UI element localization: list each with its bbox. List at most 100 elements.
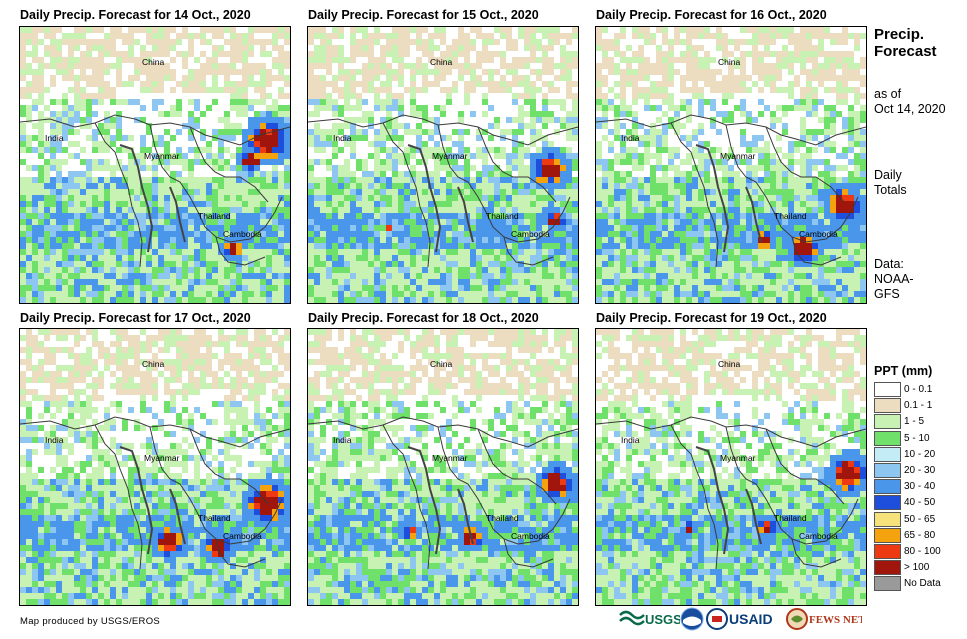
panel-title-1: Daily Precip. Forecast for 14 Oct., 2020 [20, 8, 251, 22]
map-label-india: India [621, 435, 640, 445]
map-label-china: China [142, 359, 165, 369]
map-label-myanmar: Myanmar [720, 453, 756, 463]
map-credit: Map produced by USGS/EROS [20, 616, 161, 627]
legend-swatch [874, 463, 901, 478]
legend-swatch [874, 495, 901, 511]
legend-label: 40 - 50 [904, 497, 936, 509]
map-label-cambodia: Cambodia [511, 531, 550, 541]
fewsnet-globe-icon: FEWS NET [786, 608, 866, 630]
daily-totals-note: Daily Totals [874, 168, 907, 198]
map-label-myanmar: Myanmar [720, 151, 756, 161]
legend-label: 1 - 5 [904, 416, 925, 428]
usgs-logo-text: USGS [645, 612, 680, 627]
legend-label: No Data [904, 578, 941, 590]
legend-swatch [874, 382, 901, 397]
map-label-india: India [333, 133, 352, 143]
legend-label: 65 - 80 [904, 529, 936, 541]
legend-label: 30 - 40 [904, 481, 936, 493]
legend-title: PPT (mm) [874, 364, 933, 378]
panel-title-6: Daily Precip. Forecast for 19 Oct., 2020 [596, 311, 827, 325]
forecast-map-oct16: China India Myanmar Thailand Cambodia [595, 26, 867, 304]
map-label-thailand: Thailand [198, 211, 231, 221]
forecast-map-oct15: China India Myanmar Thailand Cambodia [307, 26, 579, 304]
map-canvas [20, 27, 290, 303]
map-label-india: India [621, 133, 640, 143]
fewsnet-logo-text: FEWS NET [809, 614, 862, 626]
data-source-note: Data: NOAA- GFS [874, 257, 914, 302]
map-label-india: India [333, 435, 352, 445]
legend-swatch [874, 414, 901, 430]
map-label-china: China [718, 359, 741, 369]
map-canvas [20, 329, 290, 605]
legend-swatch [874, 398, 901, 414]
map-label-cambodia: Cambodia [223, 531, 262, 541]
legend-label: 20 - 30 [904, 465, 936, 476]
map-label-cambodia: Cambodia [799, 531, 838, 541]
legend-swatch [874, 446, 901, 462]
totals-line1: Daily [874, 168, 902, 182]
legend-swatch [874, 479, 901, 495]
map-canvas [308, 27, 578, 303]
sidebar-title-line1: Precip. [874, 26, 925, 43]
forecast-map-oct19: China India Myanmar Thailand Cambodia [595, 328, 867, 606]
as-of-date: as of Oct 14, 2020 [874, 87, 946, 117]
legend-label: 0.1 - 1 [904, 400, 933, 412]
map-canvas [596, 27, 866, 303]
legend-label: 50 - 65 [904, 513, 936, 525]
map-label-cambodia: Cambodia [511, 229, 550, 239]
map-canvas [308, 329, 578, 605]
map-label-thailand: Thailand [774, 513, 807, 523]
map-label-thailand: Thailand [774, 211, 807, 221]
noaa-logo [680, 607, 704, 633]
map-label-myanmar: Myanmar [432, 453, 468, 463]
forecast-map-oct14: China India Myanmar Thailand Cambodia [19, 26, 291, 304]
usaid-seal-icon: USAID [706, 608, 773, 630]
legend-label: 10 - 20 [904, 448, 936, 460]
panel-title-5: Daily Precip. Forecast for 18 Oct., 2020 [308, 311, 539, 325]
panel-title-4: Daily Precip. Forecast for 17 Oct., 2020 [20, 311, 251, 325]
map-canvas [596, 329, 866, 605]
panel-title-3: Daily Precip. Forecast for 16 Oct., 2020 [596, 8, 827, 22]
legend-swatch [874, 576, 901, 592]
legend-swatch [874, 560, 901, 576]
noaa-emblem-icon [680, 607, 704, 631]
map-label-india: India [45, 435, 64, 445]
legend-swatch [874, 430, 901, 446]
map-label-thailand: Thailand [198, 513, 231, 523]
legend-swatch [874, 527, 901, 543]
map-label-cambodia: Cambodia [223, 229, 262, 239]
map-label-india: India [45, 133, 64, 143]
as-of-line2: Oct 14, 2020 [874, 102, 946, 116]
map-label-myanmar: Myanmar [144, 151, 180, 161]
legend-swatch [874, 511, 901, 527]
map-label-thailand: Thailand [486, 513, 519, 523]
legend-label: 5 - 10 [904, 432, 930, 444]
map-label-myanmar: Myanmar [144, 453, 180, 463]
totals-line2: Totals [874, 183, 907, 197]
map-label-china: China [430, 359, 453, 369]
map-label-china: China [142, 57, 165, 67]
map-label-myanmar: Myanmar [432, 151, 468, 161]
usgs-logo: USGS [618, 607, 682, 633]
map-label-china: China [430, 57, 453, 67]
usgs-wave-icon: USGS [619, 610, 682, 627]
data-line3: GFS [874, 287, 900, 301]
forecast-map-oct17: China India Myanmar Thailand Cambodia [19, 328, 291, 606]
legend-swatch [874, 544, 901, 559]
legend-label: 80 - 100 [904, 546, 941, 557]
as-of-line1: as of [874, 87, 902, 101]
data-line2: NOAA- [874, 272, 914, 286]
map-label-thailand: Thailand [486, 211, 519, 221]
legend-label: 0 - 0.1 [904, 384, 933, 395]
fewsnet-logo: FEWS NET [786, 607, 866, 633]
usaid-logo: USAID [706, 607, 786, 633]
usaid-logo-text: USAID [729, 611, 773, 627]
panel-title-2: Daily Precip. Forecast for 15 Oct., 2020 [308, 8, 539, 22]
data-line1: Data: [874, 257, 904, 271]
map-label-china: China [718, 57, 741, 67]
legend-label: > 100 [904, 562, 930, 574]
map-label-cambodia: Cambodia [799, 229, 838, 239]
sidebar-title-line2: Forecast [874, 43, 937, 60]
sidebar-title: Precip. Forecast [874, 26, 937, 60]
forecast-map-oct18: China India Myanmar Thailand Cambodia [307, 328, 579, 606]
